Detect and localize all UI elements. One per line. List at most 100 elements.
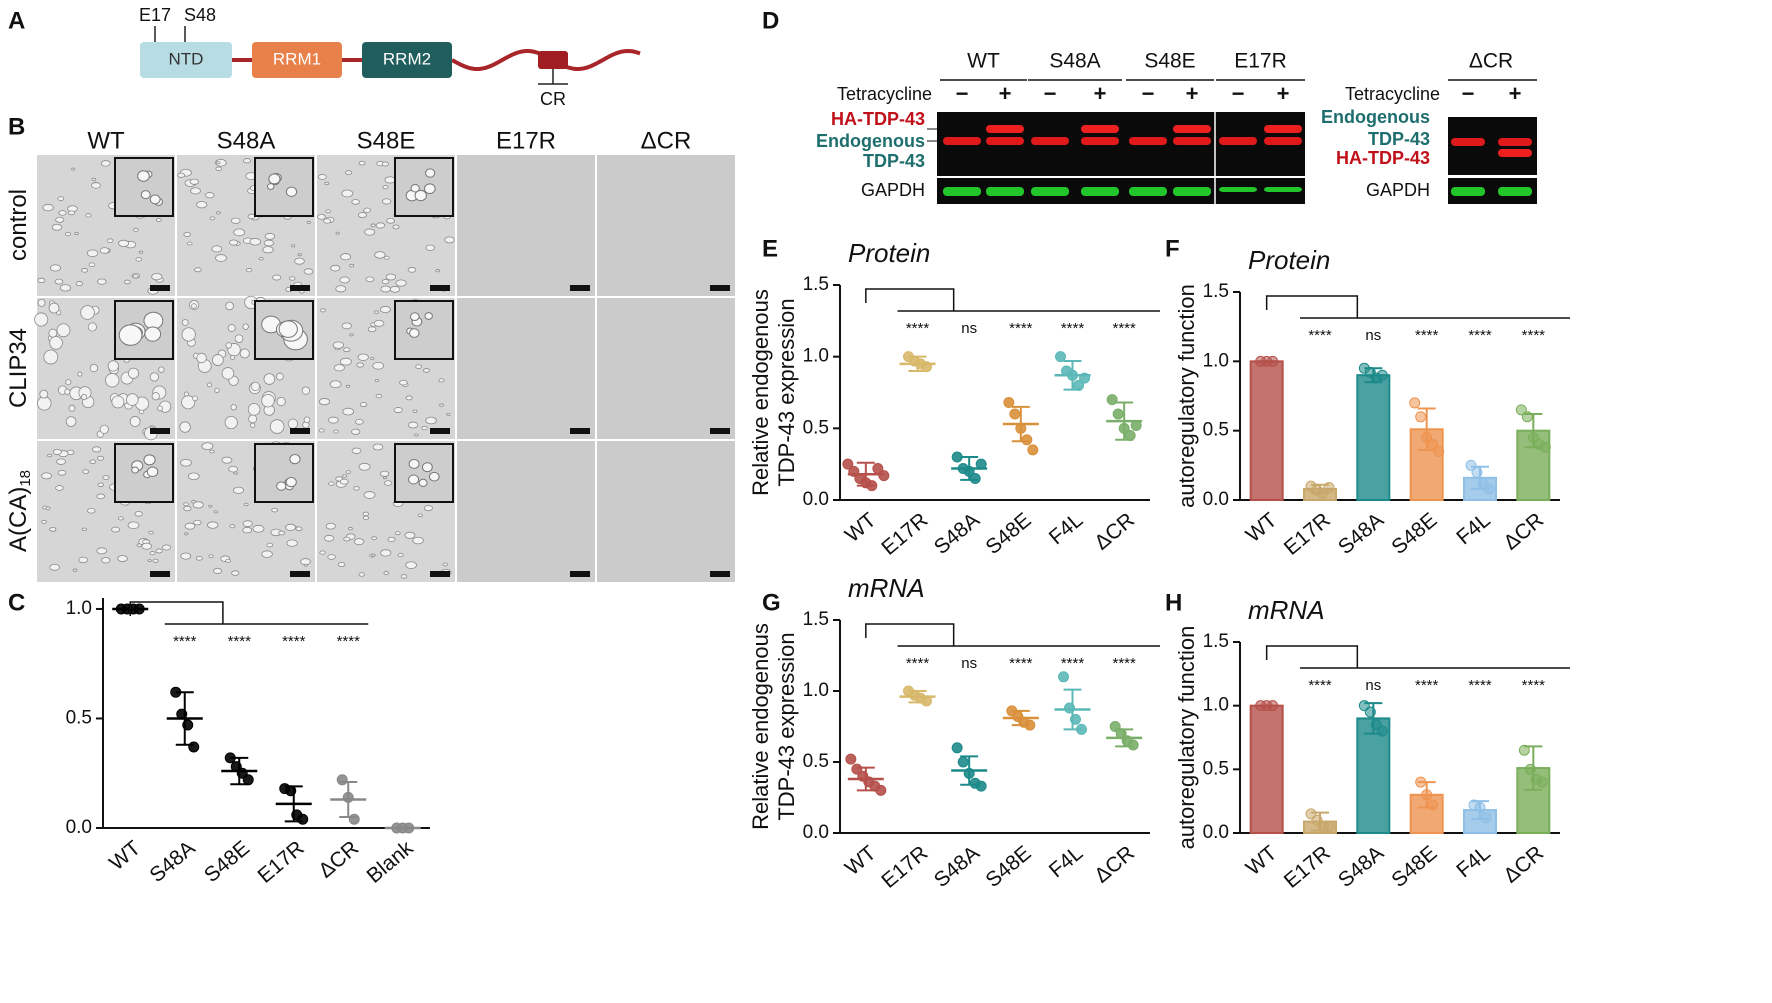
droplet [80,305,95,320]
x-tick-label: WT [841,841,881,880]
droplet [358,572,366,577]
group-header: S48E [1144,50,1195,73]
data-point [1130,419,1142,431]
bar [1356,374,1391,502]
bracket [1265,645,1359,668]
data-point [1127,739,1139,751]
droplet [207,382,213,388]
droplet [291,244,296,248]
column-header: S48E [357,127,416,154]
droplet [318,398,331,406]
droplet [41,519,47,524]
scale-bar [430,571,450,577]
x-tick-label: F4L [1045,508,1088,549]
micrograph-bg [457,441,595,582]
droplet [88,262,96,267]
row-label: control [5,189,32,261]
domain-label: RRM1 [273,49,321,68]
droplet [375,222,386,229]
significance-label: ns [961,320,977,337]
micrograph-bg [457,155,595,296]
data-point [1024,719,1036,731]
droplet [318,174,327,180]
y-tick-label: 1.5 [1203,631,1229,652]
x-tick-label: F4L [1045,841,1088,882]
droplet [374,378,380,382]
inset-droplet [278,320,298,338]
droplet [65,416,77,427]
y-tick-label: 1.5 [1203,281,1229,302]
droplet [184,522,196,530]
data-point [1465,459,1477,471]
data-point [297,813,309,825]
row-label: A(CA)18 [5,470,34,552]
band [1498,187,1532,196]
droplet [320,308,326,313]
droplet [64,388,71,395]
micrograph [457,155,595,296]
droplet [89,363,99,373]
droplet [269,419,285,434]
significance-label: **** [1522,677,1546,694]
inset-droplet [424,312,433,320]
treatment-label: Tetracycline [1345,84,1440,104]
data-point [969,473,981,484]
droplet [157,405,163,412]
band [986,137,1024,145]
site-label: S48 [184,5,216,25]
treatment-label: Tetracycline [837,84,932,104]
data-point [1323,821,1335,833]
data-point [1539,441,1551,453]
inset-droplet [428,471,440,482]
droplet [57,196,65,201]
droplet [82,469,90,474]
y-tick-label: 0.5 [66,707,92,728]
droplet [132,227,139,232]
droplet [87,322,97,332]
droplet [86,249,99,257]
micrograph [597,155,735,296]
y-axis-label: autoregulatory function [1174,626,1199,850]
droplet [358,462,371,471]
data-point [957,756,969,768]
data-point [133,603,145,615]
y-tick-label: 0.0 [66,817,92,838]
droplet [263,239,274,247]
inset-droplet [118,324,143,346]
droplet [39,389,49,399]
droplet [71,167,76,171]
droplet [85,213,92,218]
significance-label: **** [1061,655,1085,672]
droplet [373,319,385,327]
droplet [349,333,354,337]
droplet [34,312,49,327]
inset [394,157,454,217]
inset-droplet [149,194,161,205]
loading-label: GAPDH [1366,180,1430,200]
droplet [97,278,107,285]
inset-droplet [276,481,287,491]
droplet [324,534,335,542]
droplet [215,158,227,167]
droplet [227,324,236,332]
droplet [415,364,422,369]
droplet [381,161,389,167]
group-header: S48A [1049,50,1100,73]
significance-label: **** [1009,655,1033,672]
droplet [346,384,351,388]
droplet [392,224,400,230]
droplet [216,161,221,165]
data-point [1524,763,1536,775]
droplet [301,386,310,395]
droplet [370,357,375,360]
droplet [435,269,440,273]
significance-label: **** [906,655,930,672]
x-tick-label: S48A [1334,508,1388,559]
data-point [1409,397,1421,409]
droplet [225,342,232,349]
data-point [963,767,975,779]
data-point [242,774,254,786]
droplet [126,393,139,406]
droplet [209,216,216,221]
droplet [135,257,143,262]
